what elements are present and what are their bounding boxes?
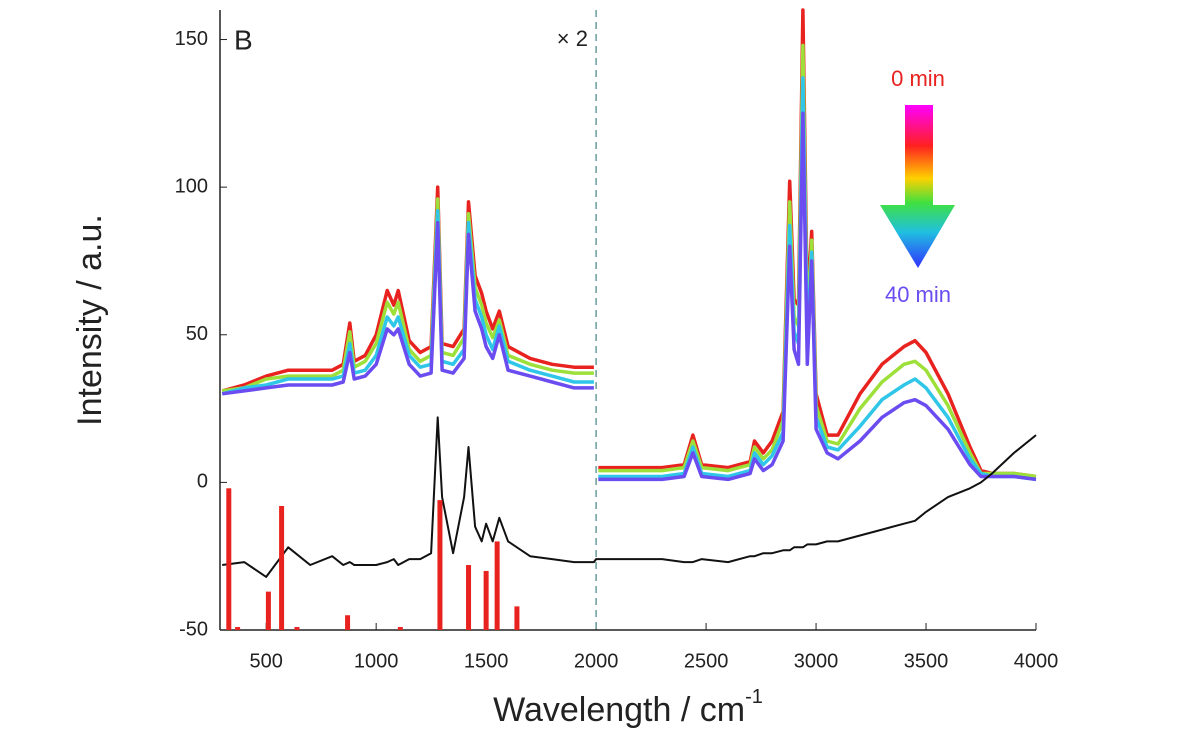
x-tick-label: 4000 (1014, 650, 1059, 672)
reference-stick (226, 488, 232, 630)
y-tick-label: 100 (175, 175, 208, 197)
scale-note: × 2 (557, 26, 588, 51)
panel-label: B (234, 24, 253, 55)
x-tick-label: 1000 (354, 650, 399, 672)
x-tick-label: 3000 (794, 650, 839, 672)
x-tick-label: 1500 (464, 650, 509, 672)
reference-stick (235, 627, 241, 630)
reference-stick (466, 565, 472, 630)
spectrum-line (222, 416, 1037, 578)
x-axis-label-sup: -1 (745, 686, 763, 708)
y-tick-label: 50 (186, 323, 208, 345)
plot-area: 500 1000 1500 2000 2500 3000 3500 4000 -50 0 50 100… (175, 8, 1059, 672)
reference-stick (265, 591, 271, 630)
x-tick-label: 2500 (684, 650, 729, 672)
reference-stick (397, 627, 403, 630)
reference-stick (514, 606, 520, 630)
spectrum-line (221, 111, 1037, 482)
x-tick-label: 3500 (904, 650, 949, 672)
y-tick-label: -50 (179, 618, 208, 640)
reference-stick (437, 500, 443, 630)
reference-stick (494, 541, 500, 630)
spectrum-line (221, 43, 1037, 479)
x-axis-label: Wavelength / cm-1 (493, 686, 763, 729)
legend-start: 0 min (891, 66, 945, 91)
reference-stick (483, 570, 489, 630)
x-axis-label-main: Wavelength / cm (493, 691, 745, 729)
reference-stick (345, 615, 351, 630)
y-tick-label: 0 (197, 471, 208, 493)
y-tick-label: 150 (175, 28, 208, 50)
x-tick-label: 2000 (574, 650, 619, 672)
reference-stick (279, 506, 285, 630)
legend-end: 40 min (885, 282, 951, 307)
y-axis-label: Intensity / a.u. (71, 214, 109, 426)
x-tick-label: 500 (250, 650, 283, 672)
time-arrow (880, 105, 955, 268)
reference-stick (294, 627, 300, 630)
